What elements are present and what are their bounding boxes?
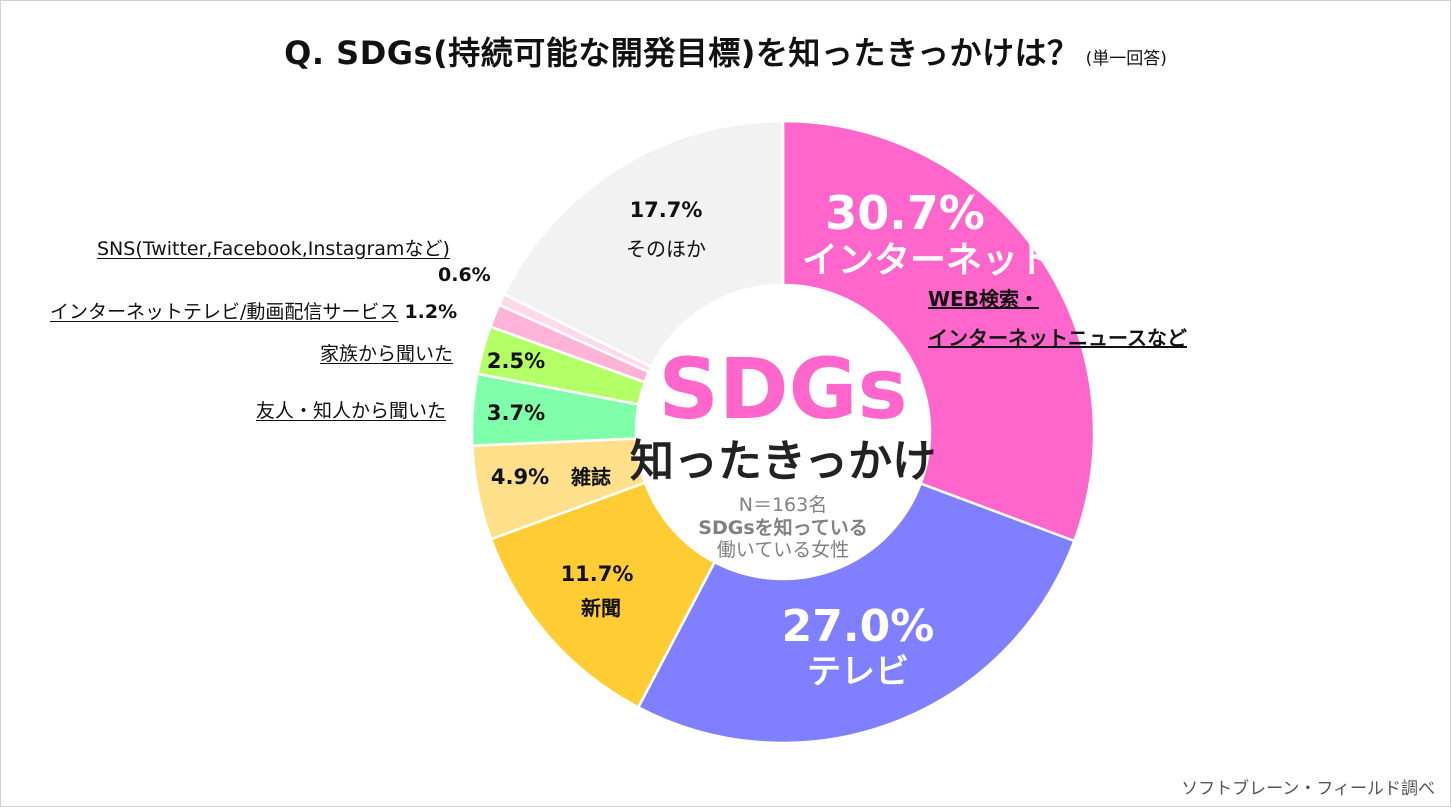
callout-sns-value: 0.6%: [438, 264, 491, 286]
value-label-newspaper: 11.7%: [561, 562, 634, 586]
callout-sns: SNS(Twitter,Facebook,Instagramなど): [97, 234, 450, 261]
center-headline: SDGs: [658, 340, 907, 438]
internet-sublabel-line1: WEB検索・: [928, 287, 1039, 311]
sample-size-label: N＝163名: [739, 494, 827, 516]
value-label-tv: 27.0%: [782, 601, 935, 652]
callout-sns-label: SNS(Twitter,Facebook,Instagramなど): [97, 238, 450, 260]
value-label-family: 2.5%: [487, 349, 545, 373]
callout-nettv: インターネットテレビ/動画配信サービス 1.2%: [50, 297, 457, 324]
callout-family: 家族から聞いた: [320, 339, 453, 366]
internet-sublabel-line2: インターネットニュースなど: [928, 326, 1187, 350]
callout-family-label: 家族から聞いた: [320, 343, 454, 365]
category-label-internet: インターネット: [802, 240, 1054, 281]
callout-sns-pct: 0.6%: [438, 264, 491, 286]
value-label-internet: 30.7%: [825, 186, 985, 240]
donut-hole: [636, 285, 930, 579]
category-label-other: そのほか: [626, 237, 706, 261]
value-label-other: 17.7%: [630, 198, 703, 222]
category-label-magazine: 雑誌: [570, 465, 611, 489]
value-label-friends: 3.7%: [487, 401, 545, 425]
source-note: ソフトブレーン・フィールド調べ: [1181, 779, 1435, 799]
population-label-line2: 働いている女性: [717, 539, 849, 561]
title-text: Q. SDGs(持続可能な開発目標)を知ったきっかけは？: [284, 34, 1080, 72]
callout-nettv-label: インターネットテレビ/動画配信サービス: [50, 301, 399, 323]
callout-friend-label: 友人・知人から聞いた: [256, 400, 447, 422]
callout-friend: 友人・知人から聞いた: [256, 396, 446, 423]
population-label-line1: SDGsを知っている: [698, 516, 867, 539]
center-subhead: 知ったきっかけ: [630, 436, 936, 487]
category-label-tv: テレビ: [807, 652, 909, 692]
callout-nettv-pct: 1.2%: [404, 301, 458, 323]
subtitle-text: (単一回答): [1085, 49, 1167, 69]
category-label-newspaper: 新聞: [581, 596, 621, 620]
value-label-magazine: 4.9%: [491, 465, 549, 489]
chart-title: Q. SDGs(持続可能な開発目標)を知ったきっかけは？ (単一回答): [0, 28, 1451, 74]
